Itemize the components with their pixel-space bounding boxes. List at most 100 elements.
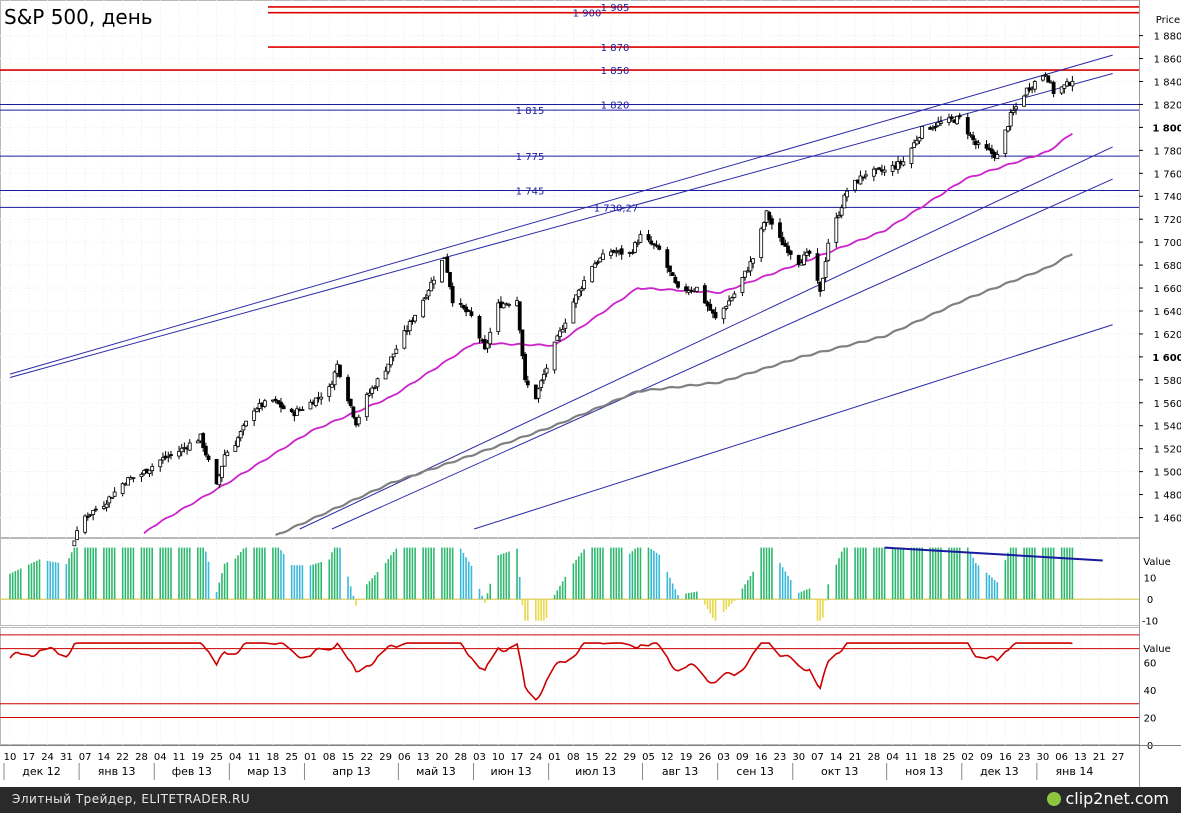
candle-body [372, 387, 377, 389]
candle-body [619, 248, 624, 255]
x-tick-label: 01 [304, 752, 317, 763]
x-tick-label: 18 [924, 752, 937, 763]
candle-body [770, 218, 774, 225]
candle-body [871, 168, 876, 177]
footer-brand[interactable]: clip2net.com [1047, 789, 1169, 808]
candle-body [386, 363, 391, 373]
x-tick-label: 10 [492, 752, 505, 763]
month-label: мар 13 [247, 765, 287, 778]
candle-body [544, 367, 549, 374]
x-tick-label: 21 [849, 752, 862, 763]
osc-axis-title: Value [1143, 557, 1170, 568]
candle-body [1022, 95, 1027, 107]
candle-body [579, 288, 584, 292]
x-tick-label: 24 [529, 752, 542, 763]
month-label: июн 13 [490, 765, 531, 778]
candle-body [582, 280, 587, 290]
candle-body [279, 401, 283, 408]
price-tick-label: 1 840 [1154, 78, 1181, 89]
candle-body [654, 244, 659, 247]
candle-body [469, 311, 474, 316]
x-tick-label: 25 [210, 752, 223, 763]
candle-body [955, 115, 959, 125]
candle-body [896, 161, 900, 170]
candle-body [300, 409, 305, 411]
candle-body [853, 179, 857, 191]
candle-body [968, 134, 973, 137]
candle-body [217, 475, 222, 486]
x-tick-label: 11 [248, 752, 261, 763]
x-tick-label: 28 [454, 752, 467, 763]
candle-body [990, 148, 994, 154]
candle-body [751, 258, 756, 264]
candle-body [1062, 84, 1067, 89]
x-tick-label: 13 [417, 752, 430, 763]
candle-body [107, 496, 112, 504]
x-tick-label: 14 [98, 752, 111, 763]
month-label: сен 13 [736, 765, 774, 778]
price-tick-label: 1 860 [1154, 55, 1181, 66]
candle-body [761, 222, 766, 231]
x-tick-label: 15 [342, 752, 355, 763]
candle-body [244, 420, 248, 427]
candle-body [646, 234, 651, 241]
candle-body [1014, 106, 1018, 110]
candle-body [466, 310, 471, 312]
candle-body [262, 400, 267, 407]
footer-brand-label: clip2net.com [1065, 789, 1169, 808]
candle-body [786, 245, 790, 253]
x-tick-label: 08 [323, 752, 336, 763]
candle-body [241, 425, 246, 431]
x-tick-label: 13 [1074, 752, 1087, 763]
candle-body [592, 263, 597, 268]
x-tick-label: 04 [154, 752, 167, 763]
candle-body [75, 530, 79, 541]
candle-body [203, 445, 208, 456]
candle-body [745, 270, 750, 273]
candle-body [150, 466, 155, 472]
candle-body [423, 297, 428, 300]
candle-body [220, 465, 224, 478]
candle-body [778, 222, 782, 238]
x-tick-label: 16 [999, 752, 1012, 763]
rsi-tick-label: 20 [1144, 713, 1157, 724]
candle-body [668, 265, 672, 272]
candle-body [501, 303, 506, 309]
month-label: ноя 13 [905, 765, 943, 778]
candle-body [912, 142, 917, 148]
price-tick-label: 1 520 [1154, 445, 1181, 456]
candle-body [804, 251, 809, 256]
candle-body [85, 515, 90, 518]
price-tick-label: 1 500 [1154, 468, 1181, 479]
candle-body [823, 261, 828, 278]
candle-body [1059, 86, 1064, 94]
candle-body [882, 169, 887, 173]
x-tick-label: 24 [41, 752, 54, 763]
candle-body [236, 437, 240, 447]
candle-body [308, 401, 313, 410]
candle-body [289, 408, 294, 412]
candle-body [523, 353, 527, 381]
candle-body [225, 451, 230, 457]
price-tick-label: 1 680 [1154, 261, 1181, 272]
candle-body [1024, 87, 1029, 96]
candle-body [477, 315, 482, 339]
candle-body [222, 454, 227, 467]
x-tick-label: 30 [1037, 752, 1050, 763]
candle-body [845, 190, 849, 198]
candle-body [295, 408, 299, 416]
candle-body [507, 303, 511, 306]
candle-body [195, 440, 200, 444]
candle-body [949, 116, 954, 120]
candle-body [351, 406, 356, 418]
candle-body [166, 455, 171, 458]
price-tick-label: 1 580 [1154, 376, 1181, 387]
candle-body [555, 335, 560, 341]
candle-body [83, 515, 88, 533]
x-tick-label: 14 [830, 752, 843, 763]
candle-body [488, 331, 493, 345]
level-label-7: 1 745 [516, 187, 545, 198]
x-tick-label: 25 [943, 752, 956, 763]
candle-body [732, 293, 737, 298]
